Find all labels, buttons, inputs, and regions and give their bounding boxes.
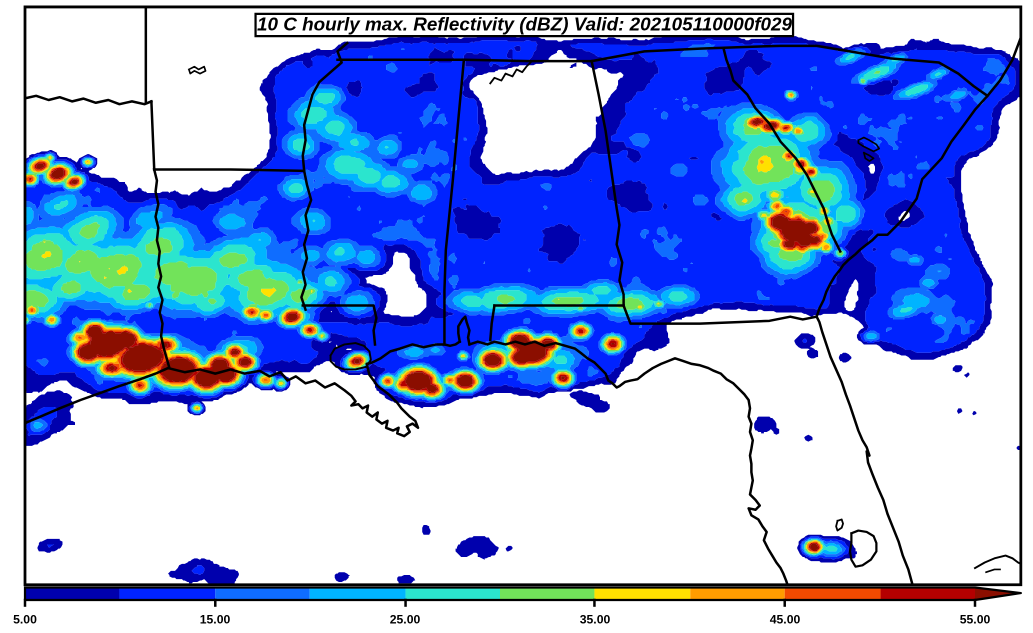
svg-text:45.00: 45.00: [770, 612, 801, 626]
svg-text:25.00: 25.00: [390, 612, 421, 626]
svg-text:35.00: 35.00: [580, 612, 611, 626]
svg-text:15.00: 15.00: [200, 612, 231, 626]
svg-text:55.00: 55.00: [960, 612, 991, 626]
svg-text:10 C hourly max. Reflectivity: 10 C hourly max. Reflectivity (dBZ) Vali…: [257, 15, 793, 36]
svg-text:5.00: 5.00: [13, 612, 37, 626]
